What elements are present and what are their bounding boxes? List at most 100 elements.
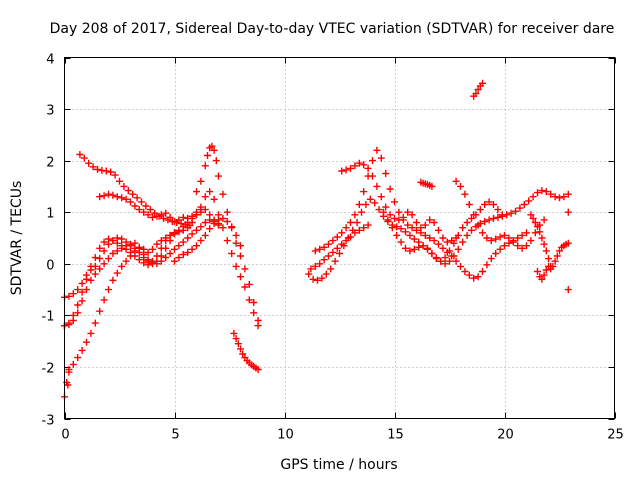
data-point (135, 248, 143, 256)
data-point (85, 159, 93, 167)
data-point (162, 234, 170, 242)
data-point (131, 244, 139, 252)
data-point (250, 299, 258, 306)
data-point (408, 224, 416, 232)
data-point (430, 219, 438, 226)
data-point (415, 243, 423, 251)
data-point (518, 244, 526, 252)
data-point (454, 231, 462, 239)
data-point (237, 345, 244, 353)
data-point (146, 206, 154, 214)
data-point (149, 213, 156, 221)
data-point (413, 226, 420, 234)
data-point (377, 193, 385, 201)
data-point (184, 219, 192, 226)
data-point (113, 193, 121, 201)
data-point (439, 234, 447, 242)
data-point (347, 233, 354, 241)
data-point (78, 297, 86, 305)
data-point (404, 208, 412, 216)
series-arc-h (230, 329, 262, 373)
data-point (118, 262, 126, 270)
data-point (487, 255, 495, 263)
data-point (74, 286, 82, 294)
data-point (208, 142, 216, 150)
data-point (120, 182, 128, 190)
grid (64, 57, 615, 419)
data-point (336, 250, 343, 257)
data-point (320, 256, 328, 264)
data-point (421, 231, 429, 239)
plot-frame (64, 57, 615, 419)
data-point (149, 245, 156, 253)
data-point (364, 221, 372, 229)
data-point (534, 189, 541, 197)
y-tick-label: -3 (42, 414, 55, 429)
data-point (188, 214, 196, 222)
data-point (197, 177, 205, 185)
data-point (206, 188, 214, 196)
data-point (338, 240, 346, 248)
data-point (133, 194, 141, 202)
data-point (564, 190, 572, 198)
data-point (529, 193, 537, 201)
y-tick-label: 0 (46, 259, 54, 274)
data-point (201, 231, 209, 239)
data-point (355, 159, 363, 167)
data-point (118, 235, 126, 243)
series-arc-f (193, 142, 262, 324)
data-point (391, 214, 398, 222)
data-point (74, 301, 82, 309)
data-point (118, 244, 126, 252)
data-point (197, 223, 205, 231)
series-arc-k (307, 221, 372, 273)
series-arc-i (305, 187, 572, 284)
data-point (223, 218, 231, 225)
data-point (140, 254, 148, 262)
data-point (391, 198, 398, 206)
data-point (91, 254, 99, 262)
data-point (514, 234, 522, 242)
data-point (179, 213, 187, 221)
data-point (476, 206, 484, 214)
data-point (135, 256, 143, 264)
data-point (201, 206, 209, 214)
data-point (100, 296, 108, 304)
data-point (465, 201, 473, 208)
y-tick-label: 2 (46, 156, 54, 171)
data-point (157, 237, 165, 245)
data-point (564, 286, 572, 294)
data-point (351, 162, 359, 170)
data-point (129, 190, 137, 198)
series-outliers (64, 208, 572, 389)
data-point (171, 257, 178, 265)
data-point (162, 209, 170, 217)
data-point (474, 221, 482, 229)
data-point (468, 214, 475, 222)
data-point (83, 275, 90, 283)
data-point (100, 247, 108, 255)
data-point (446, 257, 453, 265)
data-point (105, 255, 112, 263)
data-point (215, 172, 222, 180)
data-point (351, 211, 359, 219)
data-point (327, 265, 335, 273)
data-point (542, 247, 550, 255)
data-point (78, 346, 86, 354)
data-point (474, 86, 482, 93)
y-tick-label: 3 (46, 104, 54, 119)
data-point (494, 213, 502, 221)
y-tick-label: -2 (42, 362, 55, 377)
data-point (393, 231, 401, 239)
data-point (470, 274, 478, 282)
data-point (65, 368, 73, 376)
data-point (318, 274, 326, 282)
data-point (534, 223, 541, 231)
data-point (64, 381, 72, 389)
x-axis-label: GPS time / hours (280, 457, 397, 473)
data-point (358, 208, 365, 216)
data-point (413, 219, 420, 226)
data-point (419, 242, 427, 250)
data-point (69, 290, 77, 298)
